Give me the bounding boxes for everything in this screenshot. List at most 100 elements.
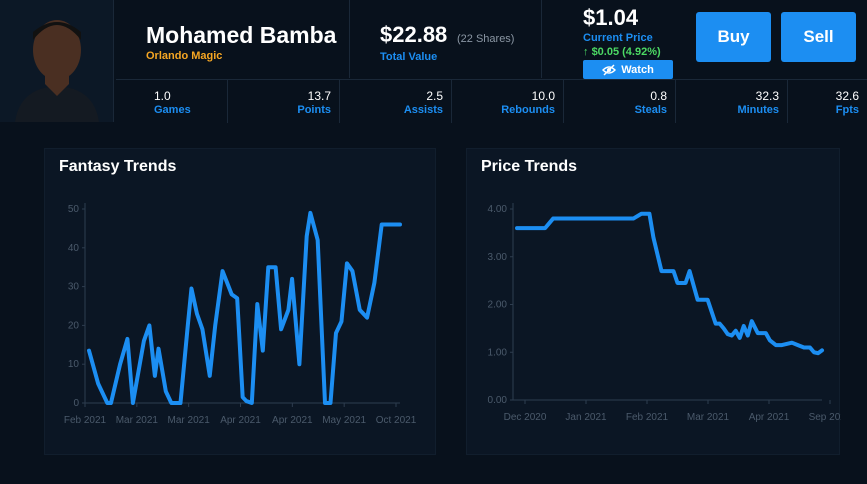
data-point [153,374,157,378]
data-point [339,320,343,324]
data-point [722,326,726,330]
data-point [816,351,820,355]
data-point [768,338,772,342]
price-trends-chart: 0.00 1.00 2.00 3.00 4.00 Dec 2020 Jan 2021 Feb … [488,203,841,423]
data-point [255,302,259,306]
data-point [639,212,643,216]
stat-label: Assists [403,104,443,116]
x-tick-label: Jan 2021 [565,412,607,423]
data-point [647,212,651,216]
arrow-up-icon: ↑ [583,46,589,58]
x-tick-label: Apr 2021 [749,412,790,423]
watch-label: Watch [621,63,654,76]
data-point [96,382,100,386]
data-point [221,269,225,273]
stat-rebounds: 10.0 Rebounds [452,80,564,123]
y-tick-label: 0.00 [488,395,508,406]
y-tick-label: 2.00 [488,300,508,311]
stat-label: Steals [634,104,667,116]
stat-minutes: 32.3 Minutes [676,80,788,123]
data-point [688,269,692,273]
data-point [157,347,161,351]
data-point [796,343,800,347]
data-point [235,296,239,300]
data-point [726,332,730,336]
watch-button[interactable]: Watch [583,60,673,79]
data-point [812,350,816,354]
x-tick-label: Mar 2021 [116,415,159,426]
data-point [136,370,140,374]
data-point [676,281,680,285]
data-point [750,319,754,323]
sell-button[interactable]: Sell [781,12,856,62]
data-point [241,395,245,399]
data-point [643,212,647,216]
data-point [756,331,760,335]
stat-value: 32.3 [755,89,779,103]
data-point [631,217,635,221]
data-point [764,331,768,335]
stat-value: 10.0 [531,89,555,103]
data-point [358,308,362,312]
data-point [802,345,806,349]
price-trends-title: Price Trends [481,158,578,175]
data-point [555,217,559,221]
stat-value: 13.7 [307,89,331,103]
x-tick-label: Dec 2020 [504,412,547,423]
data-point [365,316,369,320]
stats-row: 1.0 Games 13.7 Points 2.5 Assists 10.0 R… [116,79,867,123]
data-point [334,331,338,335]
current-price-label: Current Price [583,32,653,44]
data-point [780,343,784,347]
x-tick-label: Apr 2021 [272,415,313,426]
data-point [380,223,384,227]
y-tick-label: 20 [68,320,80,331]
x-tick-label: Oct 2021 [376,415,417,426]
y-tick-label: 4.00 [488,204,508,215]
data-point [305,234,309,238]
data-point [575,217,579,221]
team-name: Orlando Magic [146,50,223,62]
data-point [696,298,700,302]
fantasy-trends-chart: 0 10 20 30 40 50 Feb 2021 Mar 2021 Mar 2021 Apr 2… [64,203,417,426]
player-photo [0,0,114,122]
data-point [105,401,109,405]
stat-label: Minutes [737,104,779,116]
data-point [297,362,301,366]
data-point [672,269,676,273]
data-point [551,217,555,221]
data-point [651,236,655,240]
total-value-cell: $22.88 (22 Shares) Total Value [352,0,542,78]
stat-steals: 0.8 Steals [564,80,676,123]
player-header: Mohamed Bamba Orlando Magic $22.88 (22 S… [0,0,867,123]
stat-points: 13.7 Points [228,80,340,123]
data-point [718,322,722,326]
y-tick-label: 30 [68,282,80,293]
y-tick-label: 3.00 [488,252,508,263]
price-trends-panel: 0.00 1.00 2.00 3.00 4.00 Dec 2020 Jan 2021 Feb … [466,148,841,455]
data-point [164,389,168,393]
stat-value: 0.8 [650,89,667,103]
data-point [125,337,129,341]
fantasy-trends-title: Fantasy Trends [59,158,177,175]
stat-value: 32.6 [835,89,859,103]
buy-button[interactable]: Buy [696,12,771,62]
stat-label: Fpts [835,104,859,116]
fantasy-trends-panel: 0 10 20 30 40 50 Feb 2021 Mar 2021 Mar 2021 Apr 2… [44,148,436,455]
stat-label: Games [154,104,191,116]
x-tick-label: Feb 2021 [64,415,107,426]
data-point [323,401,327,405]
data-point [684,281,688,285]
price-change-value: $0.05 (4.92%) [591,46,661,58]
data-point [734,329,738,333]
total-value: $22.88 [380,22,448,47]
data-point [393,223,397,227]
total-value-label: Total Value [380,51,438,63]
x-tick-label: Mar 2021 [687,412,730,423]
data-point [742,324,746,328]
series-line [515,211,824,356]
series-line [87,210,402,405]
price-cell: $1.04 Current Price ↑ $0.05 (4.92%) Watc… [544,0,867,79]
data-point [118,362,122,366]
data-point [746,334,750,338]
